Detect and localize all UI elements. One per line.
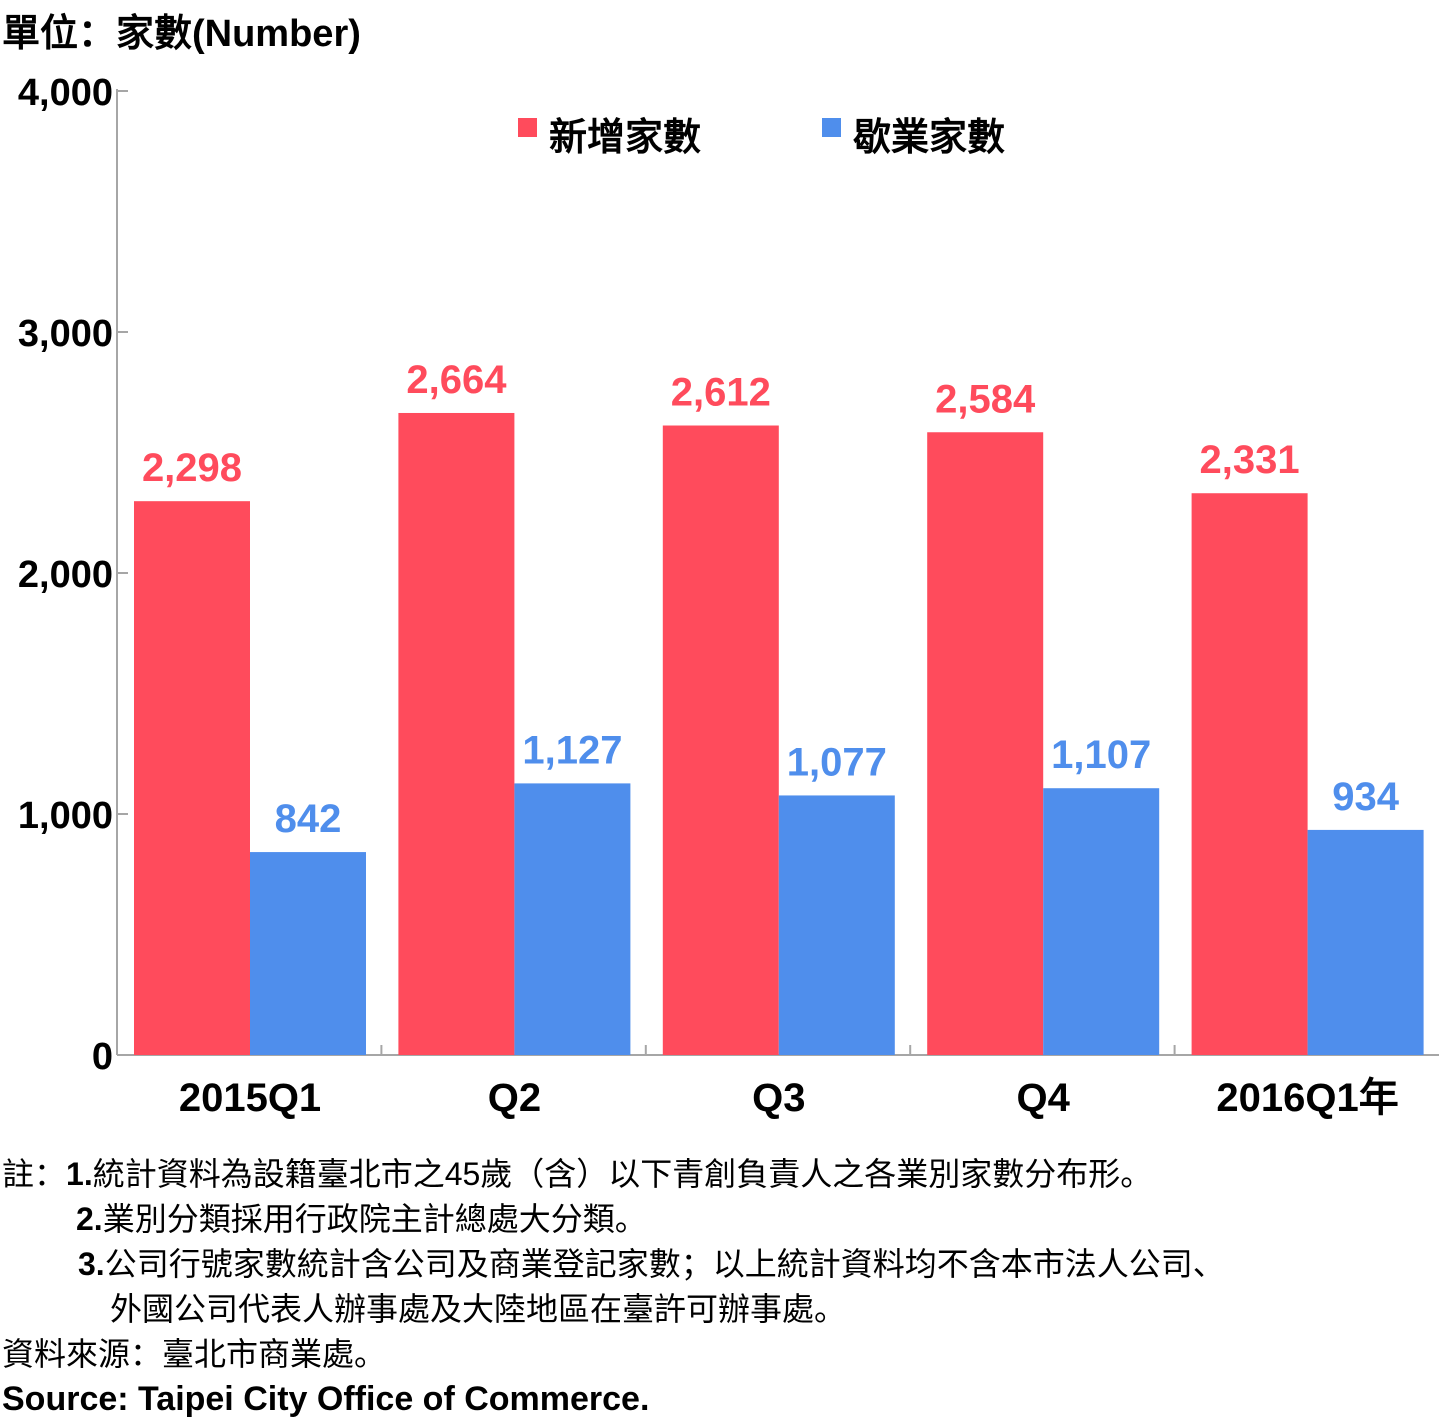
note-3-continued: 外國公司代表人辦事處及大陸地區在臺許可辦事處。 [110, 1291, 847, 1327]
x-axis: 2015Q1 Q2 Q3 Q4 2016Q1年 [117, 1045, 1439, 1120]
data-label: 2,298 [142, 446, 242, 490]
legend-label: 歇業家數 [853, 117, 1005, 159]
data-label: 842 [275, 797, 342, 841]
y-tick-label: 0 [92, 1036, 113, 1078]
note-3-text: 公司行號家數統計含公司及商業登記家數；以上統計資料均不含本市法人公司、 [104, 1246, 1225, 1282]
y-axis: 0 1,000 2,000 3,000 4,000 [18, 72, 128, 1078]
x-tick-label: Q4 [1017, 1076, 1071, 1120]
legend-swatch [518, 118, 537, 137]
legend-label: 新增家數 [549, 117, 701, 159]
bar [514, 783, 631, 1055]
x-tick-label: Q2 [488, 1076, 541, 1120]
x-tick-label: 2016Q1年 [1216, 1076, 1398, 1120]
bar [778, 795, 895, 1055]
legend-swatch [822, 118, 841, 137]
bar [1191, 493, 1308, 1055]
y-tick-label: 1,000 [18, 795, 113, 837]
data-label: 2,331 [1200, 438, 1300, 482]
data-label: 1,127 [522, 728, 622, 772]
note-2-text: 業別分類採用行政院主計總處大分類。 [102, 1201, 647, 1237]
legend: 新增家數 歇業家數 [518, 117, 1005, 159]
bars [134, 412, 1424, 1056]
data-label: 1,077 [787, 740, 887, 784]
notes: 註：1.統計資料為設籍臺北市之45歲（含）以下青創負責人之各業別家數分布形。 2… [2, 1152, 1225, 1422]
note-prefix: 註： [2, 1156, 67, 1192]
bar [134, 501, 250, 1055]
bar [1043, 788, 1160, 1055]
unit-label: 單位：家數(Number) [2, 13, 361, 55]
data-label: 2,664 [406, 358, 507, 402]
note-2: 2.業別分類採用行政院主計總處大分類。 [2, 1197, 1225, 1242]
y-tick-label: 4,000 [18, 72, 113, 114]
data-label: 2,612 [671, 371, 771, 415]
source-en: Source: Taipei City Office of Commerce. [2, 1380, 650, 1418]
data-label: 934 [1332, 775, 1399, 819]
bar [250, 852, 366, 1055]
data-labels: 2,298 2,664 2,612 2,584 2,331 842 1,127 1,077 1,… [142, 358, 1400, 841]
data-label: 2,584 [935, 377, 1036, 421]
note-3: 3.公司行號家數統計含公司及商業登記家數；以上統計資料均不含本市法人公司、 [2, 1242, 1225, 1287]
bar [1307, 829, 1424, 1055]
source-zh: 資料來源：臺北市商業處。 [2, 1336, 387, 1372]
bar [662, 425, 779, 1055]
note-2-number: 2. [76, 1201, 103, 1237]
x-tick-label: Q3 [752, 1076, 805, 1120]
y-tick-label: 3,000 [18, 313, 113, 355]
bar [398, 412, 515, 1055]
note-1-number: 1. [66, 1156, 93, 1192]
x-tick-label: 2015Q1 [179, 1076, 321, 1120]
note-1-text: 統計資料為設籍臺北市之45歲（含）以下青創負責人之各業別家數分布形。 [92, 1156, 1153, 1192]
y-tick-label: 2,000 [18, 554, 113, 596]
note-1: 註：1.統計資料為設籍臺北市之45歲（含）以下青創負責人之各業別家數分布形。 [2, 1152, 1225, 1197]
data-label: 1,107 [1051, 733, 1151, 777]
note-3-number: 3. [78, 1246, 105, 1282]
bar [927, 432, 1044, 1056]
bar-chart: 0 1,000 2,000 3,000 4,000 2015Q1 Q2 Q3 Q4 2016Q1… [18, 72, 1439, 1120]
